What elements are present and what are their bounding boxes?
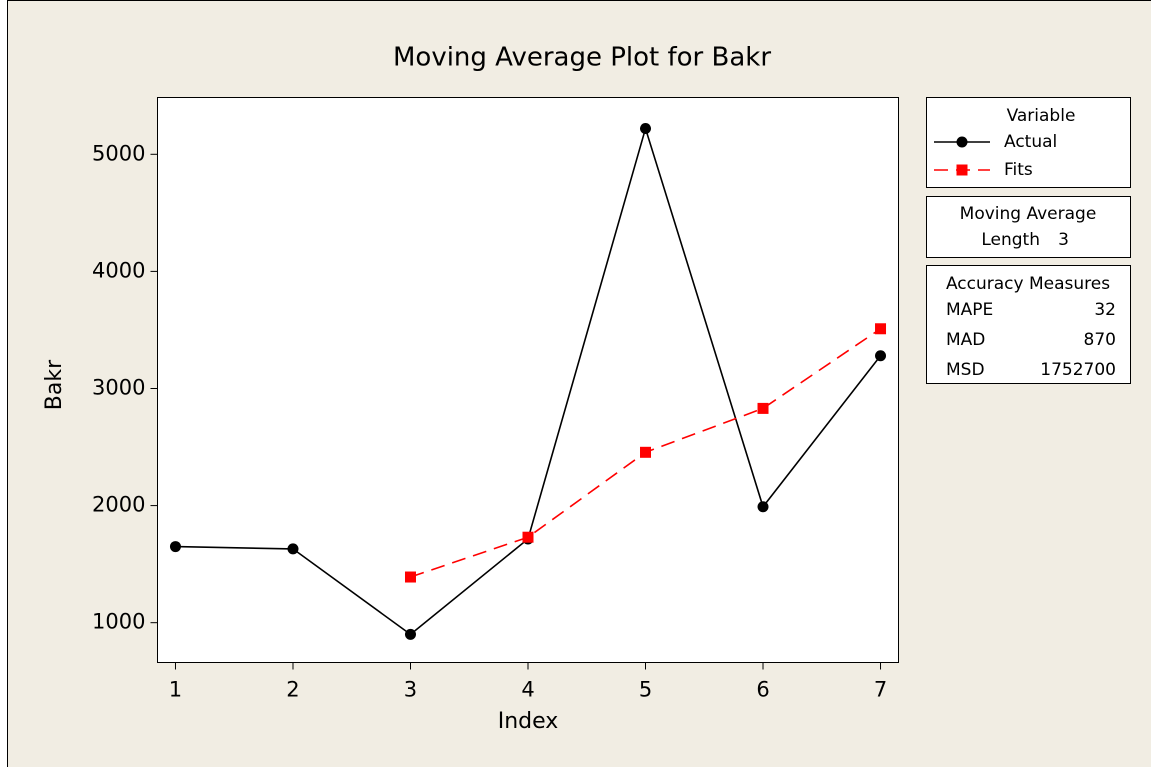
- accuracy-value: 32: [1094, 300, 1116, 320]
- y-axis-label: Bakr: [42, 359, 67, 410]
- y-tick-label: 4000: [92, 258, 145, 282]
- data-point: [875, 323, 886, 334]
- data-point: [170, 541, 181, 552]
- data-point: [758, 501, 769, 512]
- legend-marker: [957, 137, 968, 148]
- legend-label: Fits: [1004, 160, 1033, 180]
- accuracy-label: MAPE: [946, 300, 993, 320]
- accuracy-label: MAD: [946, 330, 985, 350]
- legend-title: Variable: [1007, 106, 1076, 126]
- data-point: [875, 350, 886, 361]
- method-label: Length: [981, 230, 1040, 250]
- x-tick-label: 6: [756, 678, 769, 702]
- plot-area: [158, 98, 899, 663]
- data-point: [405, 629, 416, 640]
- data-point: [405, 572, 416, 583]
- x-tick-label: 1: [169, 678, 182, 702]
- data-point: [640, 447, 651, 458]
- accuracy-value: 1752700: [1040, 360, 1116, 380]
- x-tick-label: 3: [404, 678, 417, 702]
- data-point: [640, 123, 651, 134]
- data-point: [523, 532, 534, 543]
- legend-marker: [957, 165, 968, 176]
- x-tick-label: 4: [521, 678, 534, 702]
- x-tick-label: 2: [286, 678, 299, 702]
- legend-label: Actual: [1004, 132, 1057, 152]
- y-tick-label: 3000: [92, 375, 145, 399]
- method-value: 3: [1058, 230, 1069, 250]
- y-tick-label: 2000: [92, 493, 145, 517]
- chart-title: Moving Average Plot for Bakr: [393, 43, 771, 73]
- data-point: [758, 403, 769, 414]
- accuracy-title: Accuracy Measures: [946, 274, 1110, 294]
- x-tick-label: 5: [639, 678, 652, 702]
- accuracy-label: MSD: [946, 360, 985, 380]
- x-tick-label: 7: [874, 678, 887, 702]
- method-title: Moving Average: [960, 204, 1097, 224]
- data-point: [287, 543, 298, 554]
- x-axis-label: Index: [498, 709, 559, 734]
- y-tick-label: 5000: [92, 141, 145, 165]
- accuracy-value: 870: [1084, 330, 1116, 350]
- y-tick-label: 1000: [92, 610, 145, 634]
